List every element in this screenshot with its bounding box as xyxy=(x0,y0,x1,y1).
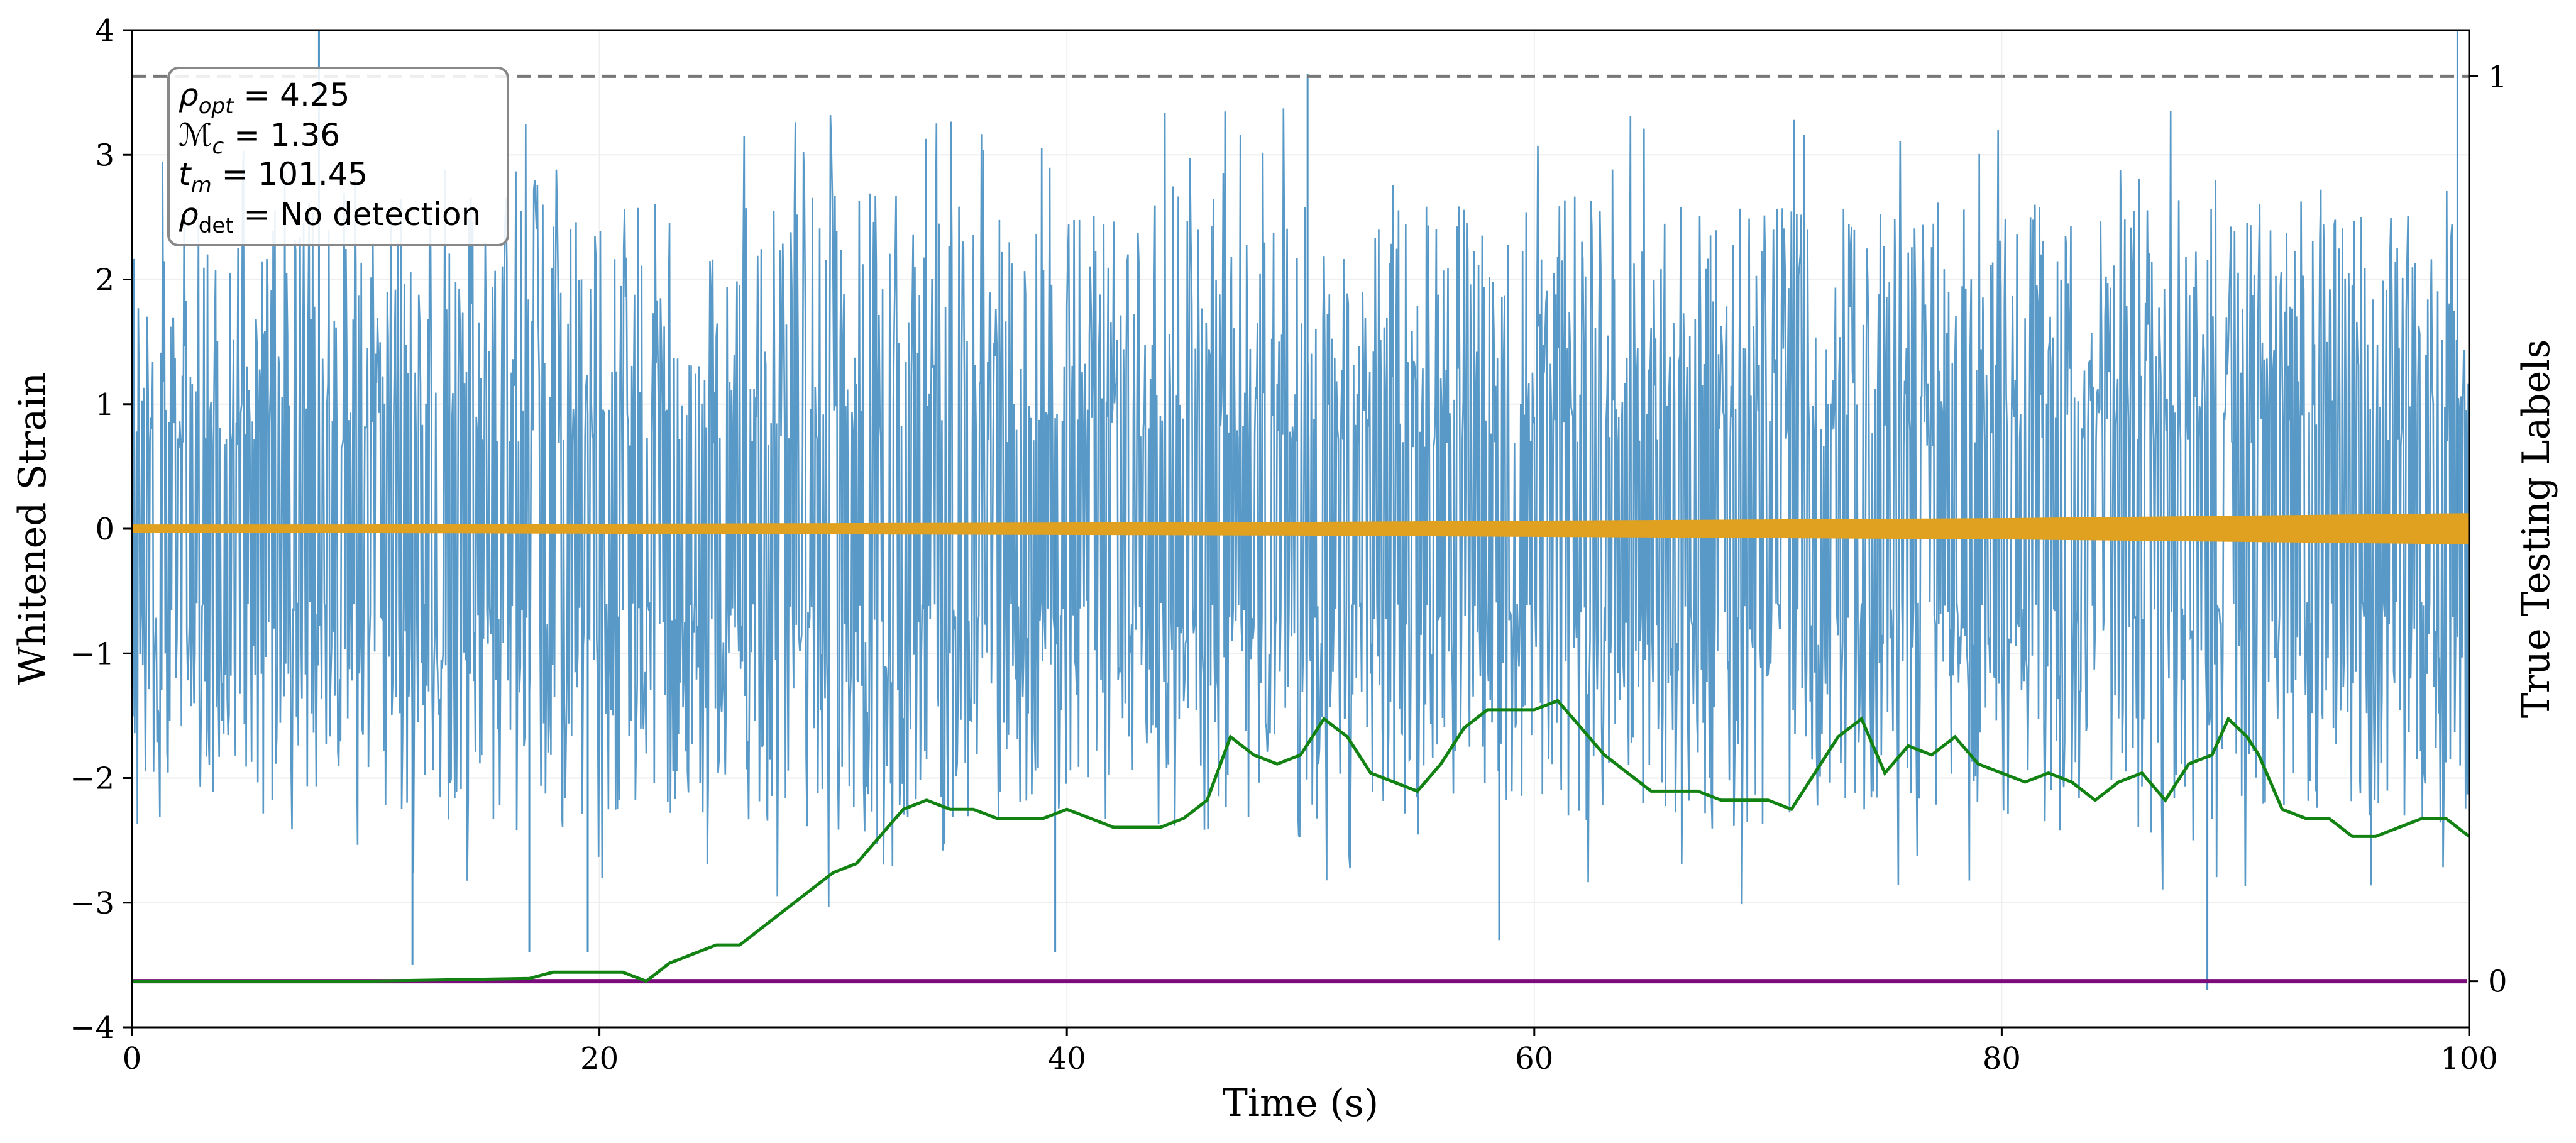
annotation-box: ρopt = 4.25 ℳc = 1.36 tm = 101.45 ρdet =… xyxy=(167,67,509,246)
y-tick-label: 0 xyxy=(95,512,114,547)
x-tick-label: 40 xyxy=(1048,1041,1086,1076)
x-tick-label: 80 xyxy=(1983,1041,2021,1076)
annotation-rho-opt: ρopt = 4.25 xyxy=(179,77,350,119)
y2-tick-label: 0 xyxy=(2488,964,2507,1000)
y-tick-label: −1 xyxy=(70,636,114,671)
y-axis-ticks: −4 −3 −2 −1 0 1 2 3 4 xyxy=(70,13,132,1046)
y-tick-label: 3 xyxy=(95,138,114,173)
x-tick-label: 20 xyxy=(580,1041,619,1076)
y-tick-label: −2 xyxy=(70,761,114,797)
annotation-frame xyxy=(167,67,509,246)
x-tick-label: 0 xyxy=(123,1041,142,1076)
strain-noise-series xyxy=(132,30,2469,990)
y-tick-label: −4 xyxy=(70,1010,114,1046)
x-tick-label: 60 xyxy=(1515,1041,1553,1076)
y-tick-label: 1 xyxy=(95,387,114,422)
injected-signal-series xyxy=(132,513,2469,544)
y-tick-label: 4 xyxy=(95,13,114,48)
injected-signal-band xyxy=(132,513,2469,544)
y2-axis-title: True Testing Labels xyxy=(2514,340,2558,719)
annotation-chirp-mass: ℳc = 1.36 xyxy=(179,117,340,159)
prediction-line xyxy=(132,698,2469,983)
x-axis-ticks: 0 20 40 60 80 100 xyxy=(123,1027,2498,1076)
y2-tick-label: 1 xyxy=(2488,59,2507,94)
annotation-rho-det: ρdet = No detection xyxy=(179,196,481,238)
y-tick-label: 2 xyxy=(95,263,114,298)
x-tick-label: 100 xyxy=(2440,1041,2498,1076)
x-axis-title: Time (s) xyxy=(1223,1081,1379,1125)
y-axis-title: Whitened Strain xyxy=(11,372,55,685)
annotation-merger-time: tm = 101.45 xyxy=(179,156,368,198)
y-tick-label: −3 xyxy=(70,886,114,921)
strain-noise-trace xyxy=(132,108,2469,907)
y2-axis-ticks: 01 xyxy=(2469,59,2507,1000)
